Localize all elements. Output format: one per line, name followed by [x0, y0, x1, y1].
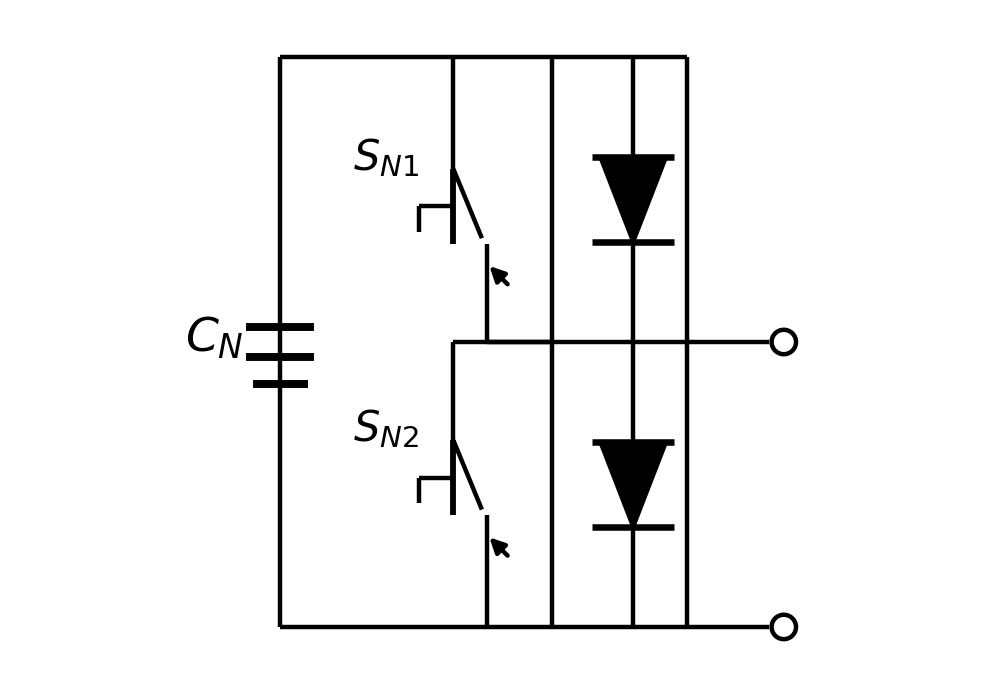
Text: $S_{N2}$: $S_{N2}$ [352, 408, 418, 450]
Polygon shape [600, 157, 665, 241]
Text: $S_{N1}$: $S_{N1}$ [352, 136, 418, 179]
Polygon shape [600, 443, 665, 527]
Text: $C_N$: $C_N$ [184, 315, 244, 362]
